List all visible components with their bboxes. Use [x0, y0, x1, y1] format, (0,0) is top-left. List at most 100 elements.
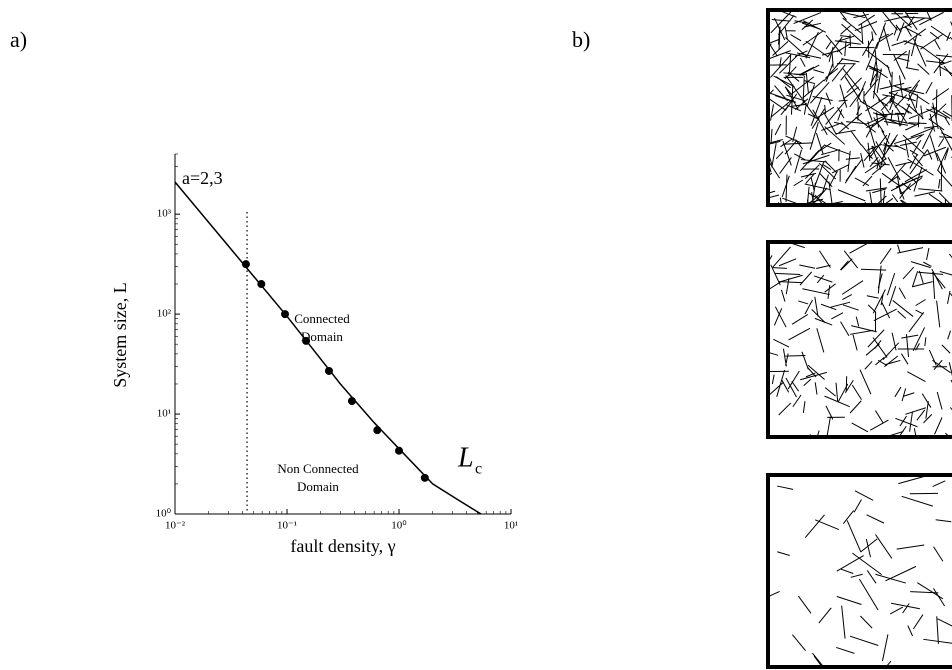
fracture	[867, 329, 885, 348]
fracture	[824, 283, 836, 293]
fracture	[774, 85, 788, 102]
y-tick-label: 10³	[157, 208, 172, 220]
fracture	[852, 334, 858, 351]
fracture	[854, 490, 874, 501]
fracture	[946, 31, 951, 42]
fracture	[893, 85, 918, 96]
fracture	[879, 247, 892, 265]
fracture	[849, 400, 862, 414]
fracture	[807, 364, 825, 380]
fracture	[777, 485, 794, 490]
data-point	[420, 473, 429, 482]
fracture	[811, 191, 815, 205]
fracture	[841, 58, 860, 63]
fracture	[846, 121, 866, 125]
fracture	[933, 546, 944, 562]
data-point	[241, 260, 250, 269]
x-axis-label: fault density, γ	[290, 536, 395, 556]
fracture	[804, 514, 825, 539]
fracture	[895, 161, 912, 167]
fracture	[871, 31, 874, 42]
fracture	[824, 395, 850, 408]
fracture	[800, 172, 817, 178]
fracture	[932, 480, 946, 487]
fracture	[812, 96, 833, 102]
fracture	[782, 142, 813, 145]
fracture	[938, 65, 952, 75]
fracture	[877, 265, 882, 294]
fracture	[872, 337, 888, 358]
fracture	[892, 300, 914, 317]
fracture	[860, 152, 865, 168]
fracture	[928, 349, 937, 366]
fracture	[831, 164, 850, 174]
fracture	[900, 177, 923, 195]
fracture	[797, 595, 812, 614]
fracture	[865, 538, 872, 558]
fracture	[894, 94, 908, 108]
fracture	[869, 191, 873, 205]
fracture	[828, 181, 833, 204]
fracture	[888, 86, 912, 94]
fracture	[884, 355, 899, 368]
fracture	[851, 422, 869, 433]
fracture	[859, 369, 872, 395]
fracture	[915, 309, 924, 315]
fracture	[873, 308, 897, 322]
fracture	[924, 337, 927, 347]
fracture	[784, 37, 808, 57]
fracture	[814, 382, 818, 395]
fracture	[771, 143, 777, 168]
fracture	[906, 50, 911, 68]
fracture	[784, 93, 798, 111]
fracture	[850, 573, 863, 578]
fracture	[901, 334, 919, 339]
fracture	[945, 432, 951, 437]
fracture	[859, 615, 873, 629]
fracture	[770, 264, 781, 286]
fracture	[882, 342, 900, 360]
fracture	[792, 394, 802, 408]
fracture	[792, 634, 806, 652]
fracture	[875, 113, 905, 116]
fracture	[810, 177, 815, 191]
x-tick-label: 10⁰	[391, 520, 407, 532]
network-image	[767, 242, 952, 437]
fracture	[921, 125, 935, 150]
fracture	[888, 286, 897, 307]
fracture	[806, 199, 810, 205]
fracture	[912, 614, 924, 630]
fracture	[840, 258, 853, 271]
fracture	[840, 121, 850, 130]
fracture	[914, 191, 936, 197]
fracture	[886, 65, 892, 78]
fracture	[899, 17, 926, 30]
fracture	[942, 110, 952, 118]
fracture	[770, 98, 793, 118]
fracture	[896, 544, 925, 550]
fracture	[842, 68, 861, 91]
fracture	[899, 415, 907, 427]
fracture	[771, 374, 775, 385]
fracture	[785, 135, 802, 144]
fracture	[875, 22, 886, 49]
fracture	[767, 589, 770, 592]
fracture	[774, 272, 801, 275]
fracture	[869, 134, 888, 159]
fracture	[897, 247, 924, 254]
fracture	[872, 188, 887, 194]
fracture	[881, 634, 889, 662]
fracture	[814, 317, 833, 326]
fracture	[816, 264, 831, 269]
annotation: Domain	[297, 479, 339, 494]
fracture	[768, 161, 781, 179]
fracture	[903, 40, 924, 48]
fracture	[861, 23, 864, 44]
fracture	[889, 97, 896, 111]
fracture	[867, 304, 877, 313]
fracture	[907, 84, 919, 102]
fracture	[785, 355, 806, 357]
x-tick-label: 10⁻²	[165, 520, 186, 532]
fracture	[836, 595, 862, 605]
fracture	[825, 40, 832, 50]
